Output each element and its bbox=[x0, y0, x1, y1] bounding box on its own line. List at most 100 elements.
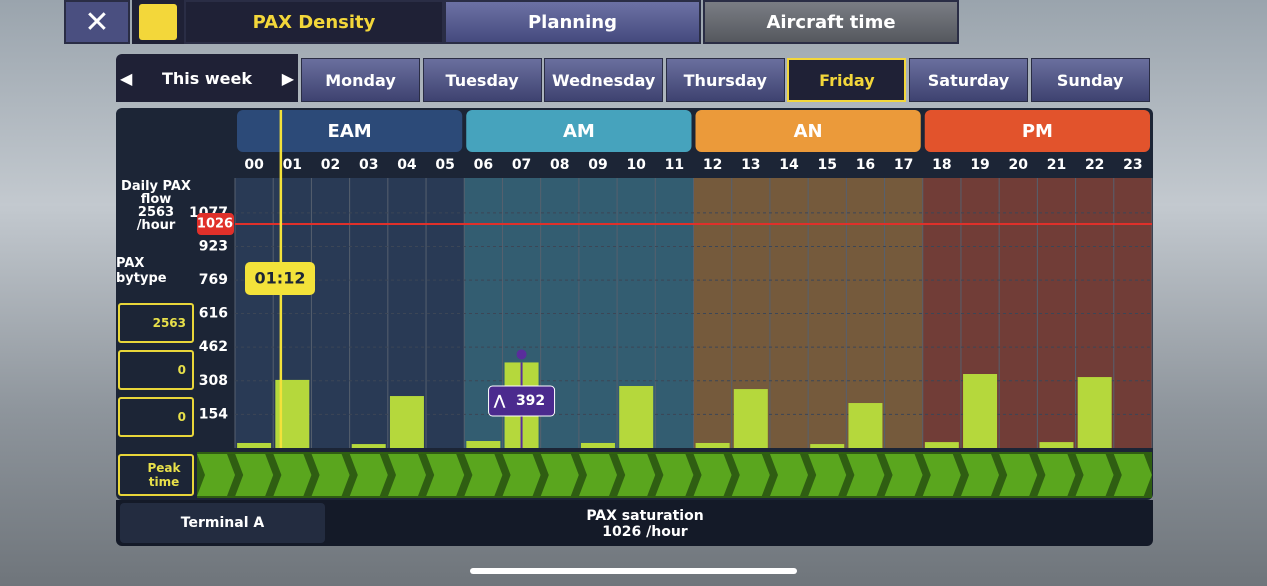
chevron bbox=[1037, 454, 1076, 496]
period-label: PM bbox=[1022, 121, 1053, 142]
peak-box bbox=[488, 385, 556, 417]
hour-label: 14 bbox=[779, 157, 799, 173]
day-tab[interactable]: Sunday bbox=[1030, 58, 1150, 102]
peak-label: Peaktime bbox=[147, 461, 181, 489]
chevron bbox=[579, 454, 617, 496]
peak-button[interactable]: Peaktime bbox=[118, 454, 194, 496]
hour-label: 05 bbox=[435, 157, 454, 173]
day-tab[interactable]: Tuesday bbox=[422, 58, 542, 102]
y-tick-label: 923 bbox=[199, 239, 228, 255]
daily-flow: Daily PAX flow 2563 /hour bbox=[116, 176, 196, 236]
saturation-unit: /hour bbox=[646, 524, 688, 540]
cursor-label: 01:12 bbox=[255, 269, 306, 288]
period-header bbox=[924, 110, 1150, 152]
hour-label: 01 bbox=[283, 157, 302, 173]
chevron bbox=[426, 454, 465, 496]
hour-label: 12 bbox=[703, 157, 722, 173]
chevron bbox=[884, 454, 923, 496]
day-tab[interactable]: Saturday bbox=[909, 58, 1028, 102]
day-tab[interactable]: Friday bbox=[787, 58, 907, 102]
bar bbox=[580, 442, 615, 448]
chevron bbox=[655, 454, 694, 496]
bar bbox=[619, 386, 654, 448]
bar bbox=[810, 444, 845, 448]
hour-label: 03 bbox=[359, 157, 378, 173]
period-label: AM bbox=[563, 121, 595, 142]
chevron bbox=[197, 454, 235, 496]
hour-label: 06 bbox=[474, 157, 493, 173]
bar bbox=[1077, 377, 1112, 448]
daily-flow-label: Daily PAX flow bbox=[121, 179, 191, 207]
hour-label: 23 bbox=[1123, 157, 1142, 173]
bar bbox=[733, 389, 768, 448]
period-header bbox=[237, 110, 463, 152]
day-tab[interactable]: Monday bbox=[301, 58, 420, 102]
peak-value: 392 bbox=[516, 393, 545, 409]
chevron bbox=[388, 454, 426, 496]
hour-label: 17 bbox=[894, 157, 913, 173]
next-arrow[interactable]: ▶ bbox=[281, 68, 294, 88]
chevron bbox=[731, 454, 770, 496]
chevron bbox=[693, 454, 732, 496]
tab[interactable]: Planning bbox=[444, 0, 701, 44]
saturation-badge-label: 1026 bbox=[197, 217, 233, 232]
bar bbox=[466, 441, 501, 448]
bar bbox=[1039, 442, 1074, 448]
hour-label: 09 bbox=[588, 157, 607, 173]
bar bbox=[963, 374, 998, 448]
saturation-label: PAX saturation bbox=[586, 508, 704, 524]
hour-label: 19 bbox=[970, 157, 989, 173]
period-header bbox=[695, 110, 921, 152]
bar bbox=[237, 442, 272, 448]
day-tab[interactable]: Wednesday bbox=[544, 58, 664, 102]
week-selector[interactable]: ◀ This week ▶ bbox=[116, 54, 298, 102]
chevron bbox=[349, 454, 388, 496]
chevron bbox=[922, 454, 961, 496]
chevron bbox=[311, 454, 350, 496]
y-tick-label: 616 bbox=[199, 306, 228, 322]
bar bbox=[389, 396, 424, 448]
home-indicator bbox=[470, 568, 797, 574]
peak-dot bbox=[516, 349, 527, 360]
chevron bbox=[540, 454, 579, 496]
saturation-info: PAX saturation 1026 /hour bbox=[580, 504, 710, 544]
chevron bbox=[1075, 454, 1114, 496]
y-tick-label: 462 bbox=[199, 339, 228, 355]
y-tick-label: 308 bbox=[199, 373, 228, 389]
hour-label: 11 bbox=[665, 157, 684, 173]
hour-label: 22 bbox=[1085, 157, 1104, 173]
period-header bbox=[466, 110, 692, 152]
chevron bbox=[1113, 454, 1152, 496]
day-tab[interactable]: Thursday bbox=[665, 58, 785, 102]
tab[interactable]: PAX Density bbox=[184, 0, 444, 44]
chevron bbox=[808, 454, 847, 496]
terminal-button[interactable]: Terminal A bbox=[120, 503, 325, 543]
week-label: This week bbox=[161, 68, 252, 88]
hour-label: 16 bbox=[856, 157, 875, 173]
peak-icon: ⋀ bbox=[494, 393, 506, 409]
hour-label: 08 bbox=[550, 157, 569, 173]
hour-label: 10 bbox=[626, 157, 646, 173]
hour-label: 02 bbox=[321, 157, 340, 173]
daily-flow-unit: /hour bbox=[136, 218, 176, 233]
close-button[interactable]: ✕ bbox=[64, 0, 130, 44]
chevron bbox=[770, 454, 808, 496]
hour-label: 00 bbox=[244, 157, 264, 173]
tab[interactable]: Aircraft time bbox=[703, 0, 959, 44]
bar bbox=[351, 444, 386, 448]
daily-flow-value: 2563 bbox=[137, 205, 175, 220]
bytype-count[interactable]: 0 bbox=[118, 350, 194, 390]
bytype-count[interactable]: 0 bbox=[118, 397, 194, 437]
pax-icon bbox=[132, 0, 184, 44]
bar bbox=[848, 403, 883, 448]
hour-label: 18 bbox=[932, 157, 951, 173]
prev-arrow[interactable]: ◀ bbox=[120, 68, 133, 88]
hour-label: 20 bbox=[1009, 157, 1029, 173]
period-label: AN bbox=[794, 121, 823, 142]
bar bbox=[924, 442, 959, 448]
bytype-count[interactable]: 2563 bbox=[118, 303, 194, 343]
chevron bbox=[502, 454, 541, 496]
chevron bbox=[961, 454, 999, 496]
saturation-value: 1026 bbox=[602, 524, 642, 540]
